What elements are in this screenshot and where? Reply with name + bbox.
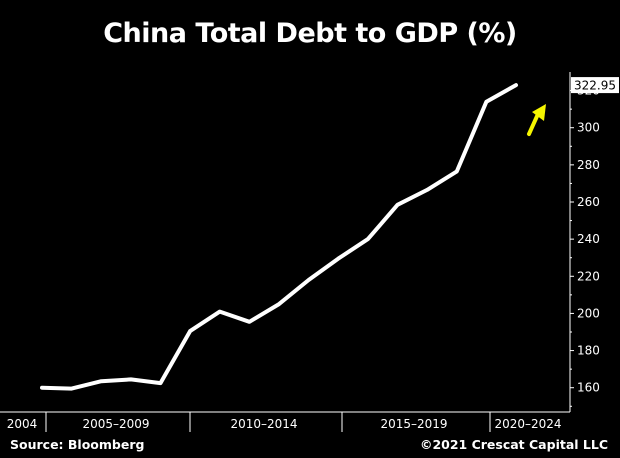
y-tick-label: 220 [577, 269, 600, 283]
up-arrow-head [532, 104, 546, 121]
x-tick-label: 2005–2009 [82, 417, 149, 431]
y-tick-label: 160 [577, 381, 600, 395]
last-value-label: 322.95 [574, 79, 616, 93]
annotation-layer: 322.95 [527, 77, 619, 136]
x-tick-label: 2015–2019 [380, 417, 447, 431]
x-tick-label: 2020–2024 [494, 417, 561, 431]
y-tick-label: 180 [577, 344, 600, 358]
y-axis: 160180200220240260280300320 [569, 72, 600, 412]
copyright-note: ©2021 Crescat Capital LLC [419, 437, 608, 452]
series-layer [40, 83, 518, 391]
last-value-badge [571, 77, 619, 94]
x-axis: 2004 2005–2009 2010–2014 2015–2019 2020–2024 [0, 411, 570, 432]
y-tick-label: 200 [577, 306, 600, 320]
x-tick-label: 2010–2014 [230, 417, 297, 431]
y-tick-label: 240 [577, 232, 600, 246]
y-tick-label: 260 [577, 195, 600, 209]
up-arrow-shaft [527, 112, 540, 136]
source-note: Source: Bloomberg [10, 437, 145, 452]
series-line [40, 83, 518, 391]
x-tick-label: 2004 [7, 417, 38, 431]
y-tick-label: 280 [577, 158, 600, 172]
y-tick-label: 300 [577, 121, 600, 135]
chart-title: China Total Debt to GDP (%) [103, 18, 517, 49]
